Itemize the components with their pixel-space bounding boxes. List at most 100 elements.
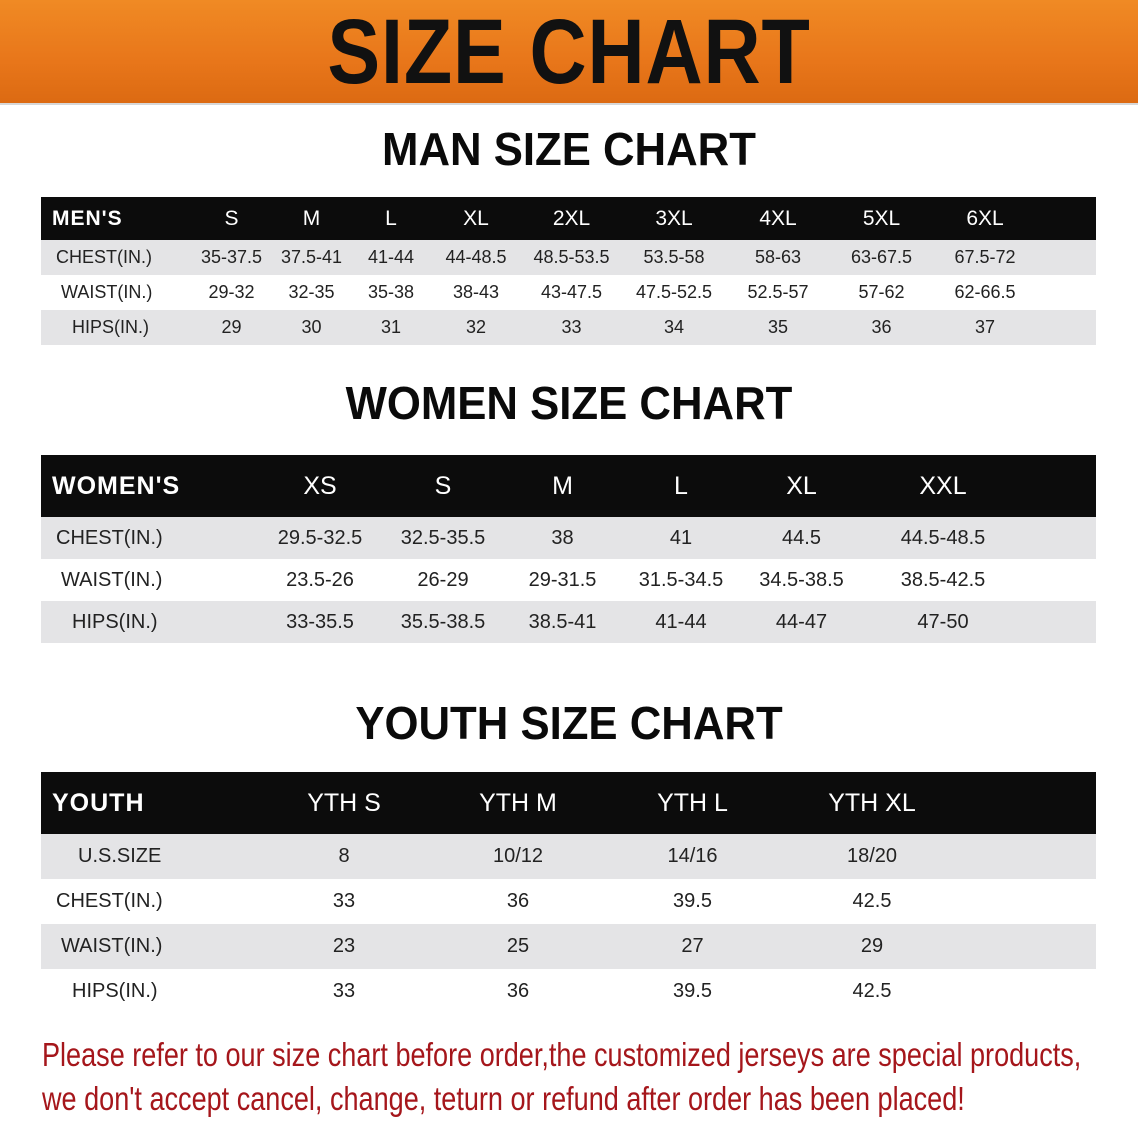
size-column-header: 2XL bbox=[552, 206, 591, 230]
size-column-header: 6XL bbox=[966, 206, 1004, 230]
measurement-value: 47-50 bbox=[917, 610, 969, 633]
measurement-label: CHEST(IN.) bbox=[56, 526, 163, 549]
table-row: HIPS(IN.) 29 30 31 32 33 34 35 36 37 bbox=[41, 310, 1096, 345]
measurement-label: HIPS(IN.) bbox=[72, 980, 158, 1002]
men-size-table: MEN'S S M L XL 2XL 3XL 4XL 5XL 6XL CHEST(IN.) 35-37… bbox=[41, 197, 1096, 345]
measurement-label: CHEST(IN.) bbox=[56, 890, 163, 912]
measurement-value: 36 bbox=[506, 980, 530, 1002]
table-header-row: WOMEN'S XS S M L XL XXL bbox=[41, 455, 1096, 517]
measurement-value: 38 bbox=[551, 526, 574, 549]
table-row: WAIST(IN.) 23 25 27 29 bbox=[41, 924, 1096, 969]
size-column-header: S bbox=[224, 206, 239, 230]
measurement-value: 67.5-72 bbox=[954, 247, 1016, 267]
measurement-value: 36 bbox=[506, 890, 530, 912]
size-column-header: YTH M bbox=[479, 788, 557, 817]
measurement-value: 44.5 bbox=[782, 526, 821, 549]
measurement-value: 8 bbox=[338, 845, 350, 867]
size-column-header: XXL bbox=[919, 471, 967, 500]
measurement-label: CHEST(IN.) bbox=[56, 247, 152, 267]
measurement-value: 41 bbox=[669, 526, 693, 549]
size-column-header: YTH L bbox=[657, 788, 728, 817]
size-column-header: XS bbox=[303, 471, 337, 500]
measurement-value: 23 bbox=[332, 935, 356, 957]
size-column-header: 3XL bbox=[655, 206, 693, 230]
measurement-value: 33-35.5 bbox=[286, 610, 354, 633]
measurement-value: 36 bbox=[871, 317, 892, 337]
measurement-value: 29-31.5 bbox=[528, 568, 597, 591]
measurement-value: 33 bbox=[332, 980, 356, 1002]
header-banner: SIZE CHART bbox=[0, 0, 1138, 105]
measurement-value: 10/12 bbox=[492, 845, 544, 867]
measurement-value: 29 bbox=[860, 935, 884, 957]
measurement-value: 29 bbox=[221, 317, 242, 337]
size-column-header: YTH S bbox=[307, 788, 381, 817]
measurement-value: 47.5-52.5 bbox=[635, 282, 713, 302]
measurement-value: 18/20 bbox=[846, 845, 898, 867]
measurement-value: 29-32 bbox=[208, 282, 255, 302]
measurement-label: WAIST(IN.) bbox=[61, 935, 163, 957]
measurement-value: 53.5-58 bbox=[643, 247, 705, 267]
size-column-header: 5XL bbox=[862, 206, 901, 230]
measurement-label: U.S.SIZE bbox=[78, 845, 162, 867]
measurement-value: 25 bbox=[506, 935, 530, 957]
table-row: WAIST(IN.) 29-32 32-35 35-38 38-43 43-47.5 47.… bbox=[41, 275, 1096, 310]
size-column-header: XL bbox=[786, 471, 817, 500]
table-category-label: YOUTH bbox=[52, 788, 145, 817]
size-column-header: M bbox=[302, 206, 321, 230]
measurement-value: 48.5-53.5 bbox=[533, 247, 610, 267]
measurement-value: 41-44 bbox=[367, 247, 415, 267]
measurement-value: 38.5-42.5 bbox=[900, 568, 986, 591]
table-header-row: MEN'S S M L XL 2XL 3XL 4XL 5XL 6XL bbox=[41, 197, 1096, 240]
measurement-value: 39.5 bbox=[673, 980, 712, 1002]
disclaimer-line-2: we don't accept cancel, change, teturn o… bbox=[42, 1080, 965, 1117]
table-row: HIPS(IN.) 33-35.5 35.5-38.5 38.5-41 41-44 44-… bbox=[41, 601, 1096, 643]
size-column-header: 4XL bbox=[759, 206, 797, 230]
measurement-value: 38-43 bbox=[452, 282, 500, 302]
size-column-header: L bbox=[385, 206, 397, 230]
measurement-value: 27 bbox=[681, 935, 704, 957]
women-section-title: WOMEN SIZE CHART bbox=[345, 377, 793, 429]
measurement-value: 14/16 bbox=[667, 845, 718, 867]
measurement-value: 31.5-34.5 bbox=[638, 568, 724, 591]
measurement-value: 52.5-57 bbox=[747, 282, 809, 302]
youth-section-title: YOUTH SIZE CHART bbox=[355, 697, 783, 749]
measurement-value: 63-67.5 bbox=[850, 247, 913, 267]
measurement-value: 35-38 bbox=[367, 282, 415, 302]
measurement-value: 34 bbox=[663, 317, 685, 337]
measurement-value: 37.5-41 bbox=[280, 247, 343, 267]
measurement-value: 32-35 bbox=[288, 282, 335, 302]
measurement-value: 35-37.5 bbox=[200, 247, 263, 267]
table-row: WAIST(IN.) 23.5-26 26-29 29-31.5 31.5-34.5 34… bbox=[41, 559, 1096, 601]
youth-size-table: YOUTH YTH S YTH M YTH L YTH XL U.S.SIZE 8 10/12… bbox=[41, 772, 1096, 1014]
measurement-value: 30 bbox=[301, 317, 322, 337]
table-row: CHEST(IN.) 35-37.5 37.5-41 41-44 44-48.5 48.5… bbox=[41, 240, 1096, 275]
table-category-label: WOMEN'S bbox=[52, 471, 181, 500]
measurement-label: WAIST(IN.) bbox=[61, 282, 153, 302]
measurement-value: 37 bbox=[974, 317, 996, 337]
table-header-row: YOUTH YTH S YTH M YTH L YTH XL bbox=[41, 772, 1096, 834]
measurement-value: 39.5 bbox=[673, 890, 712, 912]
measurement-value: 33 bbox=[561, 317, 582, 337]
table-row: U.S.SIZE 8 10/12 14/16 18/20 bbox=[41, 834, 1096, 879]
table-row: CHEST(IN.) 29.5-32.5 32.5-35.5 38 41 44.5 44.5… bbox=[41, 517, 1096, 559]
measurement-value: 58-63 bbox=[754, 247, 802, 267]
table-row: HIPS(IN.) 33 36 39.5 42.5 bbox=[41, 969, 1096, 1014]
disclaimer-line-1: Please refer to our size chart before or… bbox=[42, 1036, 1082, 1073]
measurement-value: 43-47.5 bbox=[540, 282, 603, 302]
size-column-header: YTH XL bbox=[828, 788, 916, 817]
measurement-value: 29.5-32.5 bbox=[277, 526, 363, 549]
table-row: CHEST(IN.) 33 36 39.5 42.5 bbox=[41, 879, 1096, 924]
measurement-value: 33 bbox=[332, 890, 356, 912]
measurement-value: 44.5-48.5 bbox=[900, 526, 986, 549]
measurement-value: 35.5-38.5 bbox=[400, 610, 486, 633]
measurement-value: 32.5-35.5 bbox=[400, 526, 486, 549]
size-column-header: XL bbox=[463, 206, 489, 230]
page-title: SIZE CHART bbox=[327, 1, 811, 103]
measurement-label: WAIST(IN.) bbox=[61, 568, 163, 591]
measurement-label: HIPS(IN.) bbox=[72, 610, 158, 633]
measurement-value: 38.5-41 bbox=[528, 610, 597, 633]
measurement-value: 42.5 bbox=[852, 980, 892, 1002]
measurement-value: 44-47 bbox=[775, 610, 828, 633]
measurement-label: HIPS(IN.) bbox=[72, 317, 150, 337]
measurement-value: 57-62 bbox=[858, 282, 905, 302]
